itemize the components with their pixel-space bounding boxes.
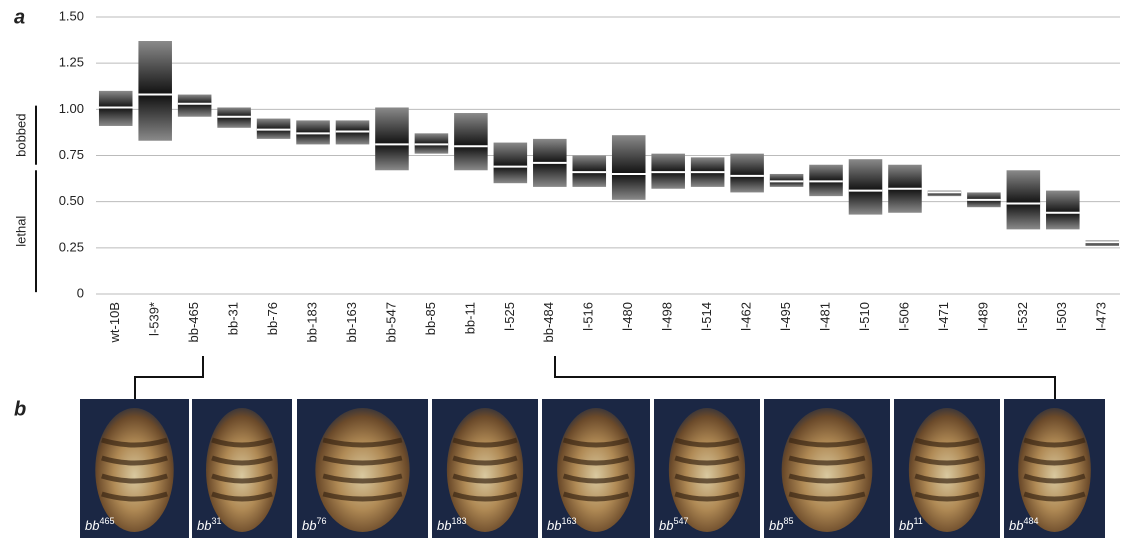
photo: bb484 — [1004, 399, 1105, 538]
x-tick-label: l-473 — [1094, 302, 1109, 331]
range-bar — [730, 154, 764, 193]
x-tick-label: l-480 — [620, 302, 635, 331]
abdomen — [206, 408, 278, 532]
photo-name: bb — [437, 518, 451, 533]
x-tick-label: wt-10B — [107, 302, 122, 343]
x-tick-label: l-516 — [581, 302, 596, 331]
range-bar — [849, 159, 883, 214]
x-tick-label: l-514 — [699, 302, 714, 331]
y-tick-label: 1.25 — [59, 55, 84, 70]
range-bar — [1046, 191, 1080, 230]
chart: a b 0 0.25 0.50 0.75 1.00 1.25 1.50 bobbed letha… — [0, 0, 1122, 538]
photo-sup: 484 — [1023, 516, 1038, 526]
photo: bb465 — [80, 399, 189, 538]
x-tick-label: bb-484 — [541, 302, 556, 342]
photo: bb31 — [192, 399, 292, 538]
x-tick-label: l-495 — [778, 302, 793, 331]
abdomen — [909, 408, 985, 532]
range-bar — [612, 135, 646, 200]
photo-sup: 547 — [673, 516, 688, 526]
photo-name: bb — [547, 518, 561, 533]
photo-name: bb — [1009, 518, 1023, 533]
abdomen — [782, 408, 873, 532]
photo-name: bb — [769, 518, 783, 533]
x-tick-label: bb-183 — [304, 302, 319, 342]
photo: bb547 — [654, 399, 760, 538]
x-tick-label: bb-11 — [462, 302, 477, 334]
abdomen — [669, 408, 745, 532]
photo: bb163 — [542, 399, 650, 538]
x-tick-label: bb-85 — [423, 302, 438, 335]
range-bar — [178, 95, 212, 117]
range-bar — [494, 143, 528, 184]
annotation-label: lethal — [13, 216, 28, 247]
photo: bb76 — [297, 399, 428, 538]
abdomen — [447, 408, 523, 532]
panel-label: b — [14, 398, 26, 420]
photo-name: bb — [659, 518, 673, 533]
x-tick-label: bb-31 — [226, 302, 241, 335]
range-bar — [375, 107, 409, 170]
x-tick-label: bb-76 — [265, 302, 280, 335]
photo-sup: 31 — [211, 516, 221, 526]
photo-name: bb — [899, 518, 913, 533]
x-tick-label: l-489 — [975, 302, 990, 331]
y-tick-label: 1.50 — [59, 8, 84, 23]
x-tick-label: l-510 — [857, 302, 872, 331]
x-tick-label: l-498 — [660, 302, 675, 331]
photo: bb183 — [432, 399, 538, 538]
connector — [135, 356, 1055, 399]
abdomen — [1018, 408, 1091, 532]
abdomen — [95, 408, 173, 532]
x-tick-label: bb-163 — [344, 302, 359, 342]
photo: bb85 — [764, 399, 890, 538]
x-tick-label: l-532 — [1015, 302, 1030, 331]
photo-sup: 465 — [99, 516, 114, 526]
range-bar — [1007, 170, 1041, 229]
figure: a b 0 0.25 0.50 0.75 1.00 1.25 1.50 bobbed letha… — [0, 0, 1122, 538]
x-tick-label: l-525 — [502, 302, 517, 331]
y-tick-label: 0.25 — [59, 239, 84, 254]
y-tick-label: 0 — [77, 285, 84, 300]
x-tick-label: l-462 — [739, 302, 754, 331]
x-tick-label: l-471 — [936, 302, 951, 331]
abdomen — [315, 408, 409, 532]
annotation-label: bobbed — [13, 113, 28, 156]
x-tick-label: l-481 — [817, 302, 832, 331]
panel-label: a — [14, 6, 25, 28]
photo-sup: 163 — [561, 516, 576, 526]
range-bar — [454, 113, 488, 170]
x-tick-label: l-503 — [1054, 302, 1069, 331]
photo-sup: 183 — [451, 516, 466, 526]
bracket — [135, 356, 203, 399]
photo-sup: 11 — [913, 516, 922, 526]
y-tick-label: 0.75 — [59, 147, 84, 162]
photo: bb11 — [894, 399, 1000, 538]
range-bar — [138, 41, 172, 141]
x-tick-label: bb-465 — [186, 302, 201, 342]
x-tick-label: l-539* — [147, 302, 162, 336]
abdomen — [557, 408, 635, 532]
photo-sup: 76 — [316, 516, 326, 526]
photo-name: bb — [302, 518, 316, 533]
y-tick-label: 1.00 — [59, 101, 84, 116]
photo-name: bb — [85, 518, 99, 533]
x-tick-label: bb-547 — [383, 302, 398, 342]
x-tick-label: l-506 — [896, 302, 911, 331]
y-tick-label: 0.50 — [59, 193, 84, 208]
bracket — [555, 356, 1055, 399]
photo-name: bb — [197, 518, 211, 533]
photo-sup: 85 — [783, 516, 793, 526]
